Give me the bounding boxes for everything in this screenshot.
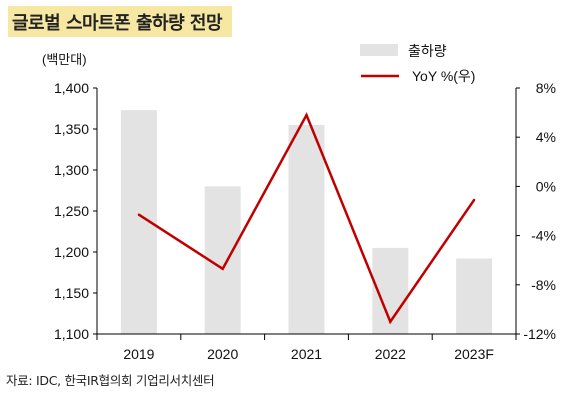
- left-tick-label: 1,150: [54, 285, 89, 301]
- bar-2023F: [456, 258, 493, 334]
- chart-title: 글로벌 스마트폰 출하량 전망: [8, 6, 233, 37]
- x-tick-label: 2019: [123, 346, 154, 362]
- left-tick-label: 1,400: [54, 80, 89, 96]
- bar-2021: [288, 124, 325, 335]
- right-tick-label: 4%: [536, 129, 556, 145]
- left-tick-label: 1,250: [54, 203, 89, 219]
- yoy-point-2021: [305, 113, 308, 117]
- left-tick-label: 1,200: [54, 244, 89, 260]
- left-tick-label: 1,350: [54, 121, 89, 137]
- legend-bar-swatch: [360, 44, 398, 56]
- left-tick-label: 1,100: [54, 326, 89, 342]
- yoy-point-2022: [389, 320, 392, 323]
- x-tick-label: 2022: [375, 346, 406, 362]
- right-tick-label: -12%: [523, 326, 556, 342]
- right-tick-label: 8%: [536, 80, 556, 96]
- x-tick-label: 2023F: [454, 346, 494, 362]
- x-tick-label: 2020: [207, 346, 238, 362]
- yoy-point-2020: [221, 267, 224, 271]
- legend-bar-label: 출하량: [408, 43, 447, 59]
- right-tick-label: -4%: [531, 228, 556, 244]
- yoy-point-2023F: [472, 198, 476, 202]
- right-tick-label: 0%: [536, 178, 556, 194]
- unit-label: (백만대): [42, 52, 87, 67]
- source-note: 자료: IDC, 한국IR협의회 기업리서치센터: [6, 373, 215, 388]
- right-tick-label: -8%: [531, 277, 556, 293]
- yoy-point-2019: [137, 213, 141, 216]
- left-tick-label: 1,300: [54, 162, 89, 178]
- title-container: 글로벌 스마트폰 출하량 전망: [8, 6, 233, 37]
- legend-line-label: YoY %(우): [412, 68, 475, 84]
- x-tick-label: 2021: [291, 346, 322, 362]
